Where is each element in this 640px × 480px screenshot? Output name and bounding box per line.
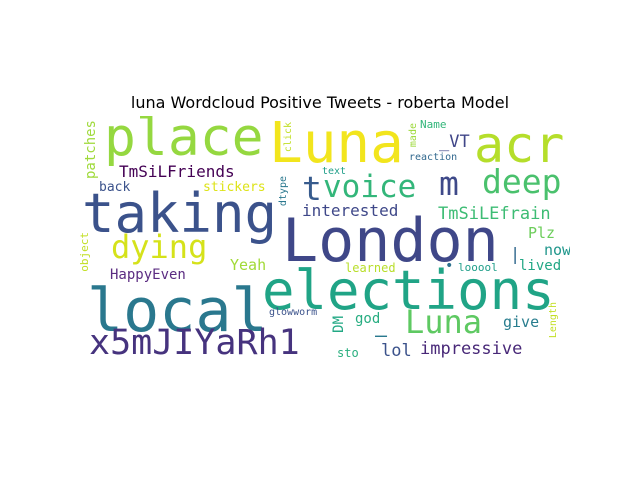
- word-click: click: [283, 122, 294, 153]
- word-patches: patches: [83, 120, 99, 180]
- word-yeah: Yeah: [230, 256, 267, 274]
- word-t: t: [302, 169, 322, 208]
- word-cloud: place Luna acr taking London local elect…: [77, 116, 570, 362]
- word-text: text: [322, 166, 347, 177]
- word-stickers: stickers: [203, 180, 266, 195]
- word-happyeven: HappyEven: [110, 267, 186, 283]
- word-london: London: [282, 206, 499, 276]
- word-looool: looool: [458, 261, 498, 274]
- word-elections: elections: [262, 259, 555, 322]
- word-impressive: impressive: [420, 339, 523, 359]
- word-god: god: [355, 311, 381, 327]
- word-tmsilfriends: TmSiLFriends: [119, 162, 235, 181]
- word-length: Length: [548, 302, 559, 339]
- word-learned: learned: [345, 261, 396, 275]
- word-object: object: [78, 232, 91, 272]
- word-dying: dying: [111, 228, 208, 266]
- word-x5mjiyarh1: x5mJIYaRh1: [89, 323, 300, 362]
- word-dot: •: [445, 258, 454, 274]
- chart-title: luna Wordcloud Positive Tweets - roberta…: [130, 93, 510, 112]
- word-name: Name: [420, 118, 447, 131]
- word-bar: |: [510, 245, 521, 265]
- word-taking: taking: [82, 182, 278, 245]
- word-luna-mid: Luna: [405, 303, 483, 341]
- word-plz: Plz: [528, 224, 556, 242]
- word-acr: acr: [474, 116, 565, 174]
- word-luna-big: Luna: [269, 116, 404, 176]
- word-now: now: [544, 241, 570, 259]
- word-back: back: [99, 180, 131, 195]
- word-dm: DM: [331, 316, 347, 333]
- word-sto: sto: [337, 346, 359, 360]
- word-voice: voice: [323, 169, 417, 205]
- word-deep: deep: [482, 162, 562, 201]
- word-reaction: reaction: [409, 152, 458, 163]
- word-lived: lived: [519, 258, 562, 274]
- word-made: made: [408, 123, 419, 148]
- word-tmsilefrain: TmSiLEfrain: [438, 204, 551, 224]
- word-place: place: [104, 116, 264, 168]
- word-lol: lol: [381, 341, 412, 361]
- word-give: give: [503, 313, 540, 331]
- word-interested: interested: [302, 201, 399, 220]
- word-dash: —: [375, 323, 388, 347]
- word-local: local: [87, 276, 268, 346]
- word-m: m: [439, 164, 459, 203]
- word-dtype: dtype: [278, 176, 289, 207]
- word-glowworm: glowworm: [269, 307, 318, 318]
- word-vt: _VT: [439, 132, 470, 152]
